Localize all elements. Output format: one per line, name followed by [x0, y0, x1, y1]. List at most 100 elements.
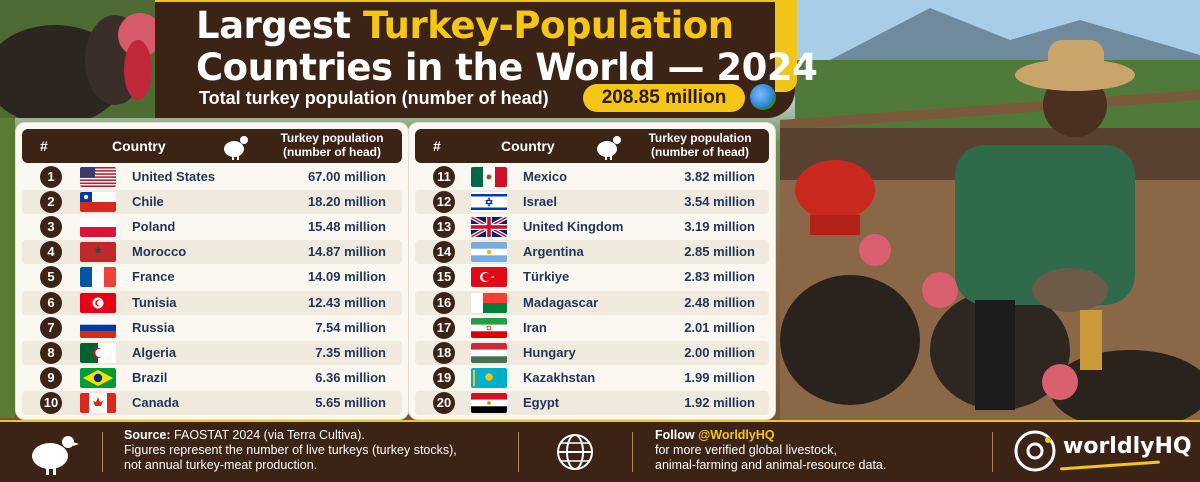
table-row: 12 Israel 3.54 million	[415, 190, 769, 215]
flag-hu-icon	[471, 342, 507, 363]
population-value: 2.48 million	[684, 294, 755, 310]
population-value: 3.82 million	[684, 169, 755, 184]
turkey-icon	[32, 436, 79, 475]
table-row: 17 Iran 2.01 million	[415, 316, 769, 340]
flag-gb-icon	[471, 217, 507, 238]
population-value: 14.09 million	[307, 269, 386, 285]
population-value: 12.43 million	[307, 294, 386, 310]
population-value: 3.54 million	[684, 194, 755, 210]
rank-badge: 18	[433, 341, 455, 364]
country-name: Madagascar	[523, 294, 599, 310]
flag-mg-icon	[471, 292, 507, 313]
footer: Source: FAOSTAT 2024 (via Terra Cultiva)…	[0, 420, 1200, 482]
rank-badge: 7	[40, 316, 62, 339]
brand-underline	[1060, 460, 1160, 471]
rank-badge: 19	[433, 366, 455, 389]
rank-badge: 13	[433, 216, 455, 239]
flag-ar-icon	[471, 242, 507, 263]
flag-kz-icon	[471, 367, 507, 388]
subtitle: Total turkey population (number of head)	[199, 88, 549, 108]
turkey-illustration	[0, 0, 175, 118]
flag-tr-icon	[471, 267, 507, 288]
table-row: 4 Morocco 14.87 million	[22, 240, 402, 265]
divider	[992, 432, 993, 472]
table-row: 1 United States 67.00 million	[22, 165, 402, 189]
country-name: Canada	[132, 394, 179, 410]
flag-br-icon	[80, 367, 116, 388]
table-row: 20 Egypt 1.92 million	[415, 390, 769, 415]
banner-accent	[775, 0, 797, 92]
table-row: 9 Brazil 6.36 million	[22, 366, 402, 390]
rank-badge: 1	[40, 166, 62, 188]
table-row: 2 Chile 18.20 million	[22, 190, 402, 215]
rank-badge: 10	[40, 391, 62, 414]
country-name: Tunisia	[132, 294, 177, 310]
population-value: 2.00 million	[684, 344, 755, 360]
country-name: Mexico	[523, 169, 568, 184]
population-value: 2.01 million	[684, 319, 755, 335]
population-value: 5.65 million	[315, 394, 386, 410]
rank-badge: 4	[40, 241, 62, 264]
brand-logo-icon	[1014, 430, 1056, 472]
country-name: Morocco	[132, 244, 187, 260]
rank-badge: 14	[433, 241, 455, 264]
flag-il-icon	[471, 192, 507, 213]
flag-fr-icon	[80, 267, 116, 288]
source-note: Source: FAOSTAT 2024 (via Terra Cultiva)…	[124, 428, 457, 472]
follow-handle-link[interactable]: @WorldlyHQ	[698, 428, 775, 442]
population-value: 2.83 million	[684, 269, 755, 285]
country-name: Iran	[523, 319, 547, 335]
globe-icon	[557, 434, 593, 470]
rank-badge: 9	[40, 366, 62, 389]
rank-badge: 20	[433, 391, 455, 414]
flag-ma-icon	[80, 242, 116, 263]
population-value: 7.54 million	[315, 319, 386, 335]
divider	[518, 432, 519, 472]
rank-badge: 6	[40, 291, 62, 314]
flag-eg-icon	[471, 392, 507, 413]
rank-badge: 3	[40, 216, 62, 239]
population-value: 1.99 million	[684, 369, 755, 385]
population-value: 2.85 million	[684, 244, 755, 260]
header-country: Country	[112, 138, 166, 154]
table-row: 13 United Kingdom 3.19 million	[415, 215, 769, 239]
page-title-line2: Countries in the World — 2024	[196, 46, 818, 89]
table-row: 8 Algeria 7.35 million	[22, 340, 402, 365]
country-name: France	[132, 269, 175, 285]
population-value: 3.19 million	[684, 219, 755, 235]
header-rank: #	[433, 138, 441, 154]
population-value: 1.92 million	[684, 394, 755, 410]
header-rank: #	[40, 138, 48, 154]
population-value: 18.20 million	[307, 194, 386, 210]
rank-badge: 16	[433, 291, 455, 314]
country-name: Türkiye	[523, 269, 570, 285]
table-row: 16 Madagascar 2.48 million	[415, 290, 769, 315]
country-name: Kazakhstan	[523, 369, 596, 385]
rank-badge: 11	[433, 166, 455, 188]
rank-badge: 15	[433, 266, 455, 289]
table-row: 10 Canada 5.65 million	[22, 390, 402, 415]
country-name: Egypt	[523, 394, 560, 410]
rank-badge: 2	[40, 191, 62, 214]
table-row: 19 Kazakhstan 1.99 million	[415, 366, 769, 390]
flag-pl-icon	[80, 217, 116, 238]
follow-note: Follow @WorldlyHQ for more verified glob…	[655, 428, 887, 472]
total-badge: 208.85 million	[583, 84, 745, 112]
divider	[102, 432, 103, 472]
table-row: 6 Tunisia 12.43 million	[22, 290, 402, 315]
country-name: Russia	[132, 319, 175, 335]
country-name: Israel	[523, 194, 557, 210]
rank-badge: 17	[433, 316, 455, 339]
page-title: Largest Turkey-Population	[196, 4, 734, 47]
divider	[632, 432, 633, 472]
table-header: # Country Turkey population (number of he…	[415, 129, 769, 163]
population-value: 15.48 million	[307, 219, 386, 235]
header-country: Country	[501, 138, 555, 154]
header-population: Turkey population (number of head)	[648, 131, 752, 159]
table-row: 15 Türkiye 2.83 million	[415, 265, 769, 289]
table-row: 7 Russia 7.54 million	[22, 316, 402, 340]
country-name: Chile	[132, 194, 164, 210]
flag-ir-icon	[471, 317, 507, 338]
brand-name: worldlyHQ	[1063, 434, 1192, 459]
